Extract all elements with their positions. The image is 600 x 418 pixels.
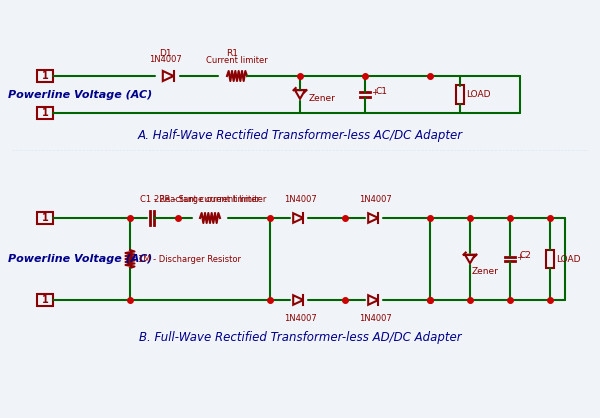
Bar	[37, 70, 53, 82]
Text: C1: C1	[375, 87, 387, 96]
Text: 22R - Surge current limiter: 22R - Surge current limiter	[154, 195, 266, 204]
Text: B. Full-Wave Rectified Transformer-less AD/DC Adapter: B. Full-Wave Rectified Transformer-less …	[139, 331, 461, 344]
Text: +: +	[371, 88, 378, 97]
Text: 1: 1	[41, 71, 49, 81]
Text: 1N4007: 1N4007	[359, 195, 391, 204]
Text: Current limiter: Current limiter	[206, 56, 268, 65]
Text: LOAD: LOAD	[466, 90, 491, 99]
Text: Zener: Zener	[472, 267, 499, 276]
Text: 1N4007: 1N4007	[284, 195, 316, 204]
Text: 1N4007: 1N4007	[149, 55, 181, 64]
Text: 1: 1	[41, 108, 49, 118]
Text: D1: D1	[158, 49, 172, 58]
Text: C1 - Reactant current limiter: C1 - Reactant current limiter	[140, 195, 260, 204]
Bar	[37, 107, 53, 119]
Bar	[37, 294, 53, 306]
Text: 1M - Discharger Resistor: 1M - Discharger Resistor	[138, 255, 241, 263]
Text: 1N4007: 1N4007	[359, 314, 391, 323]
Text: 1: 1	[41, 213, 49, 223]
Bar	[456, 85, 464, 104]
Text: +: +	[516, 253, 523, 262]
Text: A. Half-Wave Rectified Transformer-less AC/DC Adapter: A. Half-Wave Rectified Transformer-less …	[137, 130, 463, 143]
Bar	[37, 212, 53, 224]
Text: Zener: Zener	[309, 94, 336, 103]
Text: 1: 1	[41, 295, 49, 305]
Text: Powerline Voltage (AC): Powerline Voltage (AC)	[8, 254, 152, 264]
Bar	[546, 250, 554, 268]
Text: LOAD: LOAD	[556, 255, 581, 263]
Text: R1: R1	[226, 49, 238, 58]
Text: 1N4007: 1N4007	[284, 314, 316, 323]
Text: Powerline Voltage (AC): Powerline Voltage (AC)	[8, 89, 152, 99]
Text: C2: C2	[519, 252, 531, 260]
